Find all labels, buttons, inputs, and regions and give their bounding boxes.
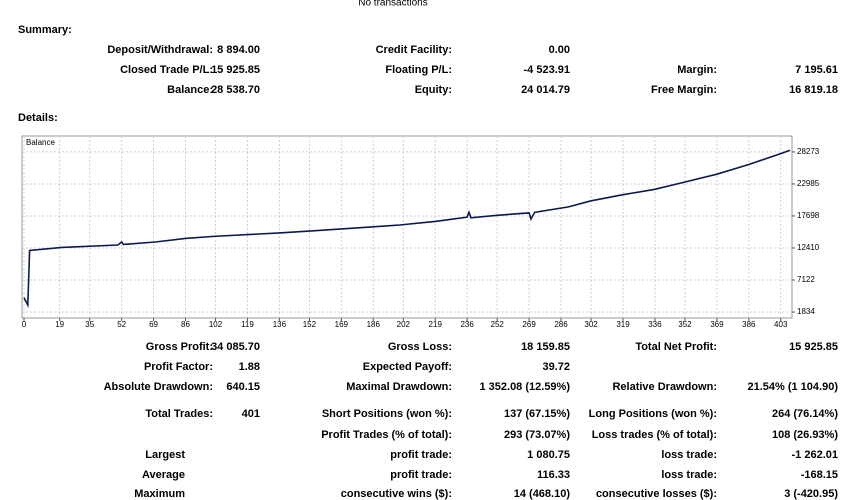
y-tick-label: 7122 — [797, 275, 815, 284]
x-tick-label: 69 — [149, 320, 158, 329]
x-tick-label: 136 — [273, 320, 287, 329]
x-tick-label: 352 — [678, 320, 692, 329]
field-label: consecutive wins ($): — [341, 488, 452, 500]
field-value: 15 925.85 — [789, 341, 838, 353]
x-tick-label: 102 — [209, 320, 223, 329]
field-value: 8 894.00 — [217, 44, 260, 56]
x-tick-label: 52 — [117, 320, 126, 329]
x-tick-label: 19 — [55, 320, 64, 329]
field-label: Relative Drawdown: — [612, 381, 717, 393]
field-value: 1.88 — [239, 361, 260, 373]
field-label: loss trade: — [661, 449, 717, 461]
field-value: 39.72 — [542, 361, 570, 373]
field-label: Short Positions (won %): — [322, 408, 452, 420]
y-tick-label: 28273 — [797, 147, 820, 156]
field-label: Credit Facility: — [376, 44, 452, 56]
y-tick-label: 17698 — [797, 211, 820, 220]
x-tick-label: 369 — [710, 320, 724, 329]
field-label: Maximal Drawdown: — [346, 381, 452, 393]
x-tick-label: 152 — [303, 320, 317, 329]
field-value: 108 (26.93%) — [772, 429, 838, 441]
group-label: Average — [142, 469, 185, 481]
field-label: Closed Trade P/L: — [120, 64, 213, 76]
field-label: profit trade: — [390, 469, 452, 481]
x-tick-label: 302 — [584, 320, 598, 329]
field-label: Equity: — [415, 84, 452, 96]
chart-frame — [21, 135, 793, 319]
field-label: Expected Payoff: — [363, 361, 452, 373]
field-label: consecutive losses ($): — [596, 488, 717, 500]
field-label: Margin: — [677, 64, 717, 76]
x-tick-label: 219 — [429, 320, 443, 329]
x-tick-label: 319 — [616, 320, 630, 329]
x-tick-label: 269 — [522, 320, 536, 329]
balance-line — [23, 149, 791, 309]
field-label: Absolute Drawdown: — [104, 381, 213, 393]
field-label: Gross Profit: — [146, 341, 213, 353]
header: No transactions — [358, 0, 427, 9]
field-value: 28 538.70 — [211, 84, 260, 96]
field-label: Free Margin: — [651, 84, 717, 96]
group-label: Largest — [145, 449, 185, 461]
field-value: 15 925.85 — [211, 64, 260, 76]
field-label: Loss trades (% of total): — [592, 429, 717, 441]
x-tick-label: 386 — [742, 320, 756, 329]
field-label: profit trade: — [390, 449, 452, 461]
field-label: Floating P/L: — [385, 64, 452, 76]
x-tick-label: 169 — [335, 320, 349, 329]
field-label: Total Trades: — [145, 408, 213, 420]
section-title: Summary: — [18, 24, 72, 36]
x-tick-label: 286 — [554, 320, 568, 329]
y-tick-label: 22985 — [797, 179, 820, 188]
x-tick-label: 0 — [22, 320, 27, 329]
field-value: 264 (76.14%) — [772, 408, 838, 420]
legend-label: Balance — [26, 138, 55, 147]
field-value: -1 262.01 — [792, 449, 838, 461]
field-value: 137 (67.15%) — [504, 408, 570, 420]
field-value: 293 (73.07%) — [504, 429, 570, 441]
x-tick-label: 35 — [85, 320, 94, 329]
y-tick-label: 12410 — [797, 243, 820, 252]
field-value: -4 523.91 — [524, 64, 570, 76]
x-tick-label: 86 — [181, 320, 190, 329]
x-tick-label: 236 — [460, 320, 474, 329]
x-tick-label: 202 — [397, 320, 411, 329]
x-tick-label: 186 — [367, 320, 381, 329]
field-label: Total Net Profit: — [635, 341, 717, 353]
field-label: Profit Trades (% of total): — [321, 429, 452, 441]
x-tick-label: 403 — [774, 320, 788, 329]
field-value: 401 — [242, 408, 260, 420]
field-label: loss trade: — [661, 469, 717, 481]
y-tick-label: 1834 — [797, 307, 815, 316]
field-value: 116.33 — [537, 469, 570, 481]
field-value: 18 159.85 — [521, 341, 570, 353]
section-title: Details: — [18, 112, 58, 124]
field-label: Balance: — [167, 84, 213, 96]
field-label: Gross Loss: — [388, 341, 452, 353]
x-tick-label: 119 — [241, 320, 254, 329]
field-value: 34 085.70 — [211, 341, 260, 353]
x-tick-label: 336 — [648, 320, 662, 329]
field-value: 16 819.18 — [789, 84, 838, 96]
field-label: Profit Factor: — [144, 361, 213, 373]
field-value: 7 195.61 — [795, 64, 838, 76]
field-value: 3 (-420.95) — [784, 488, 838, 500]
field-value: 0.00 — [549, 44, 570, 56]
field-value: -168.15 — [801, 469, 838, 481]
field-label: Long Positions (won %): — [589, 408, 717, 420]
field-value: 640.15 — [226, 381, 260, 393]
field-value: 1 080.75 — [527, 449, 570, 461]
group-label: Maximum — [134, 488, 185, 500]
field-value: 1 352.08 (12.59%) — [479, 381, 570, 393]
field-value: 24 014.79 — [521, 84, 570, 96]
field-value: 14 (468.10) — [514, 488, 571, 500]
field-label: Deposit/Withdrawal: — [107, 44, 213, 56]
field-value: 21.54% (1 104.90) — [747, 381, 838, 393]
x-tick-label: 252 — [491, 320, 505, 329]
